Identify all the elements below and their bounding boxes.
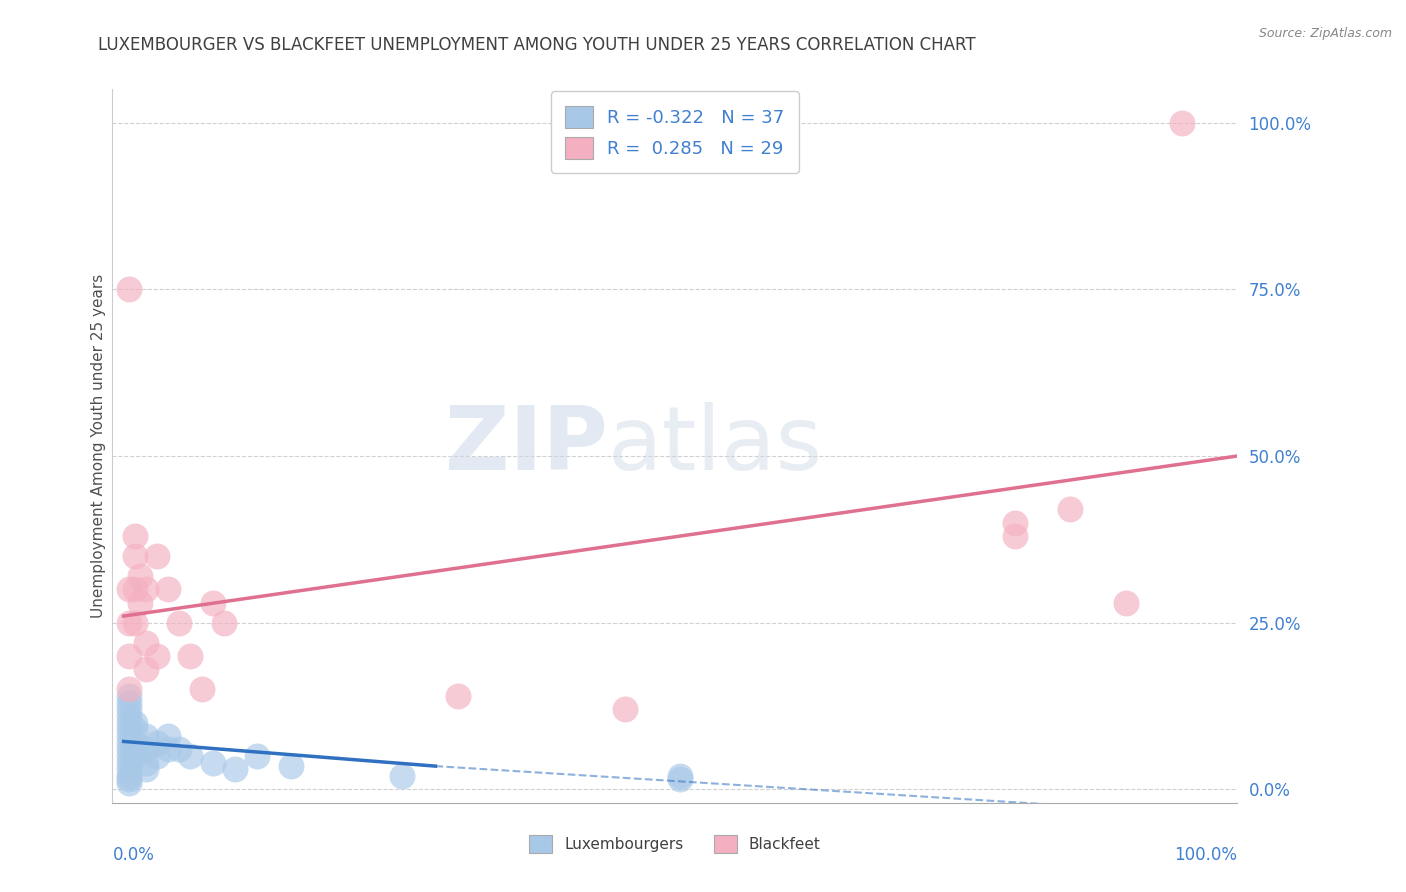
Y-axis label: Unemployment Among Youth under 25 years: Unemployment Among Youth under 25 years [91, 274, 105, 618]
Point [124, 529, 146, 543]
Text: atlas: atlas [607, 402, 823, 490]
Point [118, 715, 141, 730]
Point [118, 742, 141, 756]
Text: ZIP: ZIP [444, 402, 607, 490]
Point [118, 282, 141, 296]
Point [118, 756, 141, 770]
Point [118, 769, 141, 783]
Point [201, 596, 224, 610]
Point [146, 749, 169, 764]
Point [169, 615, 191, 630]
Point [1004, 516, 1026, 530]
Point [118, 736, 141, 750]
Point [118, 709, 141, 723]
Point [179, 649, 201, 664]
Point [124, 715, 146, 730]
Point [124, 742, 146, 756]
Text: Source: ZipAtlas.com: Source: ZipAtlas.com [1258, 27, 1392, 40]
Point [118, 696, 141, 710]
Point [179, 749, 201, 764]
Point [135, 729, 157, 743]
Point [146, 549, 169, 563]
Point [135, 636, 157, 650]
Point [669, 772, 692, 787]
Point [1170, 115, 1192, 129]
Point [1059, 502, 1081, 516]
Point [201, 756, 224, 770]
Point [146, 736, 169, 750]
Point [124, 549, 146, 563]
Point [135, 763, 157, 777]
Point [157, 729, 180, 743]
Point [118, 702, 141, 716]
Point [118, 763, 141, 777]
Point [124, 615, 146, 630]
Point [224, 763, 246, 777]
Point [118, 582, 141, 597]
Point [118, 776, 141, 790]
Point [212, 615, 235, 630]
Legend: Luxembourgers, Blackfeet: Luxembourgers, Blackfeet [523, 829, 827, 859]
Point [246, 749, 269, 764]
Point [124, 736, 146, 750]
Point [129, 569, 152, 583]
Point [1004, 529, 1026, 543]
Point [613, 702, 636, 716]
Point [118, 689, 141, 703]
Text: 0.0%: 0.0% [112, 846, 155, 863]
Point [124, 723, 146, 737]
Text: 100.0%: 100.0% [1174, 846, 1237, 863]
Point [190, 682, 212, 697]
Point [669, 769, 692, 783]
Point [280, 759, 302, 773]
Point [157, 742, 180, 756]
Point [146, 649, 169, 664]
Point [135, 756, 157, 770]
Point [169, 742, 191, 756]
Point [118, 772, 141, 787]
Point [118, 729, 141, 743]
Point [447, 689, 470, 703]
Point [135, 582, 157, 597]
Point [118, 649, 141, 664]
Point [135, 662, 157, 676]
Point [129, 596, 152, 610]
Text: LUXEMBOURGER VS BLACKFEET UNEMPLOYMENT AMONG YOUTH UNDER 25 YEARS CORRELATION CH: LUXEMBOURGER VS BLACKFEET UNEMPLOYMENT A… [98, 36, 976, 54]
Point [118, 682, 141, 697]
Point [135, 742, 157, 756]
Point [124, 582, 146, 597]
Point [118, 615, 141, 630]
Point [124, 749, 146, 764]
Point [118, 749, 141, 764]
Point [118, 723, 141, 737]
Point [1115, 596, 1137, 610]
Point [391, 769, 413, 783]
Point [157, 582, 180, 597]
